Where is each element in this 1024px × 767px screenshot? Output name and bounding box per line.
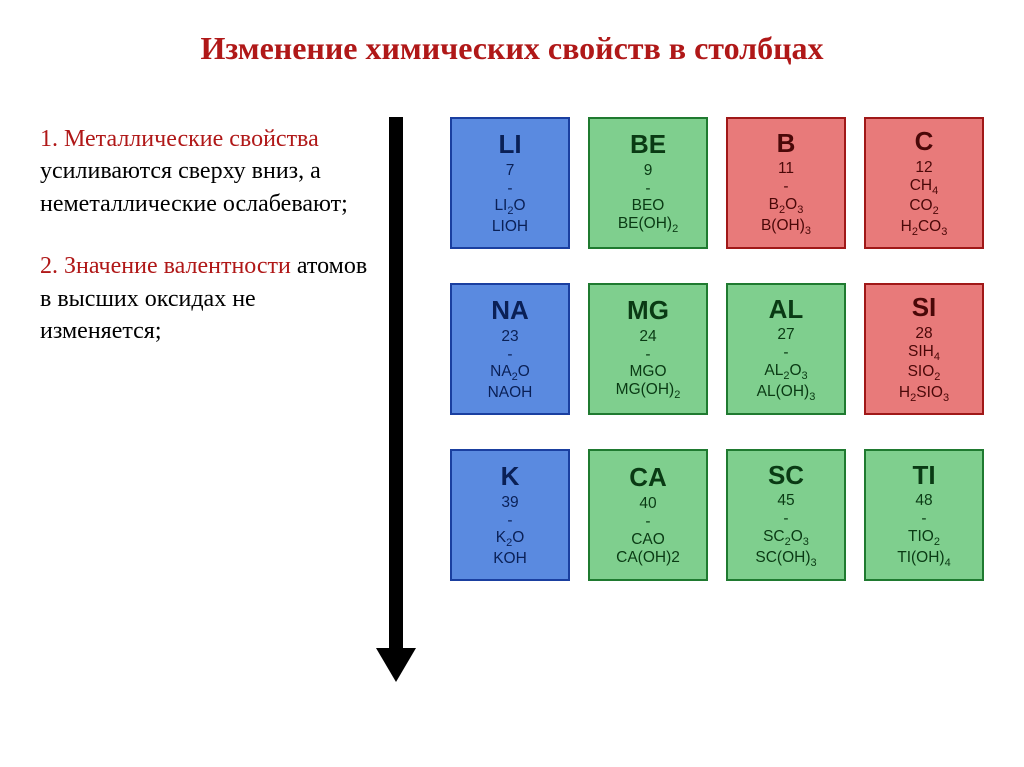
element-line: BE(OH)2 (618, 215, 678, 236)
element-line: CA(OH)2 (616, 549, 680, 567)
element-line: - (507, 346, 512, 364)
element-line: SIH4 (908, 343, 940, 364)
element-line: 7 (506, 162, 515, 180)
element-cell-k: K 39-K2OKOH (450, 449, 570, 581)
page-title: Изменение химических свойств в столбцах (40, 30, 984, 67)
element-line: AL(OH)3 (757, 383, 816, 404)
element-cell-be: BE 9-BEOBE(OH)2 (588, 117, 708, 249)
text-column: 1. Металлические свойства усиливаются св… (40, 117, 369, 682)
element-line: SC(OH)3 (755, 549, 816, 570)
paragraph-1: 1. Металлические свойства усиливаются св… (40, 123, 369, 220)
element-line: 48 (915, 492, 932, 510)
element-line: TIO2 (908, 528, 940, 549)
element-line: CH4 (910, 177, 939, 198)
element-line: H2CO3 (901, 218, 948, 239)
element-line: - (921, 510, 926, 528)
element-line: MG(OH)2 (616, 381, 681, 402)
grid-row: LI7-LI2OLIOHBE9-BEOBE(OH)2B11-B2O3B(OH)3… (450, 117, 984, 249)
element-symbol: C (915, 127, 934, 157)
element-line: SIO2 (908, 363, 941, 384)
element-line: - (783, 344, 788, 362)
element-line: SC2O3 (763, 528, 809, 549)
element-line: - (783, 510, 788, 528)
down-arrow-icon (389, 117, 403, 682)
element-cell-mg: MG 24-MGOMG(OH)2 (588, 283, 708, 415)
element-line: 23 (501, 328, 518, 346)
arrow-container (379, 117, 412, 682)
element-line: - (783, 178, 788, 196)
element-line: AL2O3 (764, 362, 807, 383)
element-cell-ca: CA 40-CAOCA(OH)2 (588, 449, 708, 581)
element-symbol: SC (768, 461, 804, 491)
element-line: 28 (915, 325, 932, 343)
para2-red: Значение валентности (64, 253, 297, 279)
paragraph-2: 2. Значение валентности атомов в высших … (40, 250, 369, 347)
para2-num: 2. (40, 253, 58, 279)
element-symbol: MG (627, 296, 669, 326)
element-line: - (645, 513, 650, 531)
element-line: LIOH (492, 218, 528, 236)
element-line: 45 (777, 492, 794, 510)
content-area: 1. Металлические свойства усиливаются св… (40, 117, 984, 682)
element-cell-c: C 12CH4CO2H2CO3 (864, 117, 984, 249)
element-line: CO2 (909, 197, 938, 218)
element-line: NAOH (488, 384, 533, 402)
element-line: 12 (915, 159, 932, 177)
grid-row: K39-K2OKOHCA40-CAOCA(OH)2SC45-SC2O3SC(OH… (450, 449, 984, 581)
element-symbol: TI (912, 461, 935, 491)
element-line: H2SIO3 (899, 384, 949, 405)
element-line: - (645, 346, 650, 364)
element-line: NA2O (490, 363, 530, 384)
element-symbol: B (777, 129, 796, 159)
element-line: KOH (493, 550, 527, 568)
grid-row: NA23-NA2ONAOHMG24-MGOMG(OH)2AL27-AL2O3AL… (450, 283, 984, 415)
element-cell-si: SI 28SIH4SIO2H2SIO3 (864, 283, 984, 415)
element-line: B2O3 (769, 196, 804, 217)
element-line: - (645, 180, 650, 198)
element-line: LI2O (494, 197, 525, 218)
element-cell-sc: SC45-SC2O3SC(OH)3 (726, 449, 846, 581)
element-cell-al: AL27-AL2O3AL(OH)3 (726, 283, 846, 415)
element-line: 39 (501, 494, 518, 512)
element-line: K2O (496, 529, 525, 550)
element-symbol: SI (912, 293, 937, 323)
para1-black: усиливаются сверху вниз, а неметаллическ… (40, 158, 348, 216)
element-line: 11 (778, 160, 794, 178)
para1-num: 1. (40, 126, 58, 152)
element-line: B(OH)3 (761, 217, 811, 238)
element-cell-li: LI 7-LI2OLIOH (450, 117, 570, 249)
element-symbol: BE (630, 130, 666, 160)
element-cell-b: B11-B2O3B(OH)3 (726, 117, 846, 249)
element-symbol: NA (491, 296, 529, 326)
element-line: 27 (777, 326, 794, 344)
element-symbol: K (501, 462, 520, 492)
element-line: 24 (639, 328, 656, 346)
element-cell-ti: TI48-TIO2TI(OH)4 (864, 449, 984, 581)
element-symbol: CA (629, 463, 667, 493)
element-line: - (507, 512, 512, 530)
element-line: - (507, 180, 512, 198)
element-line: MGO (629, 363, 666, 381)
element-grid: LI7-LI2OLIOHBE9-BEOBE(OH)2B11-B2O3B(OH)3… (450, 117, 984, 682)
element-line: 40 (639, 495, 656, 513)
element-line: BEO (632, 197, 665, 215)
para1-red: Металлические свойства (64, 126, 319, 152)
element-line: 9 (644, 162, 653, 180)
element-symbol: LI (498, 130, 521, 160)
element-cell-na: NA 23-NA2ONAOH (450, 283, 570, 415)
element-line: CAO (631, 531, 665, 549)
element-symbol: AL (769, 295, 804, 325)
element-line: TI(OH)4 (897, 549, 950, 570)
